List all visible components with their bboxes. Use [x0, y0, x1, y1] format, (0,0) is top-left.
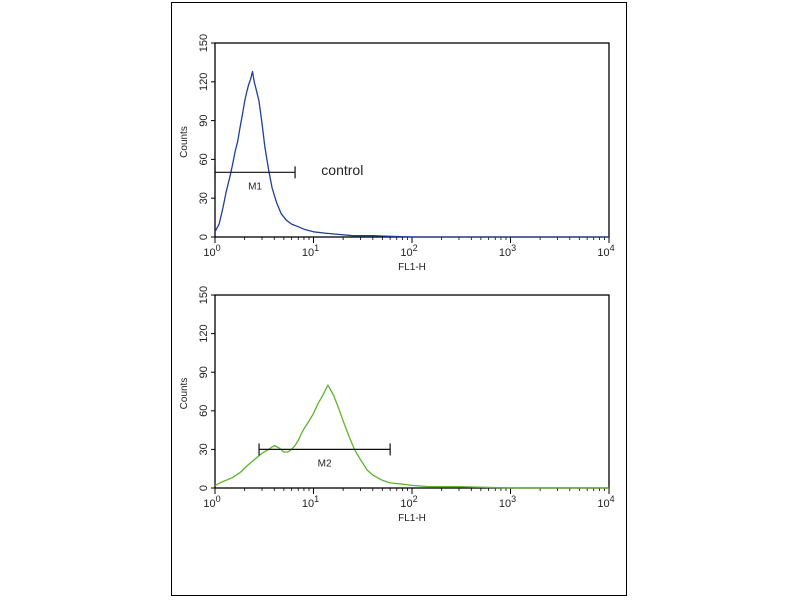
- x-tick-label: 101: [302, 243, 319, 259]
- x-tick-base: 10: [302, 498, 314, 510]
- plot-area-frame: [214, 294, 610, 489]
- x-tick-label: 103: [499, 494, 516, 510]
- plot-area-frame: [214, 42, 610, 238]
- x-tick-exponent: 1: [314, 243, 319, 253]
- x-tick-exponent: 3: [511, 243, 516, 253]
- x-tick-label: 102: [400, 243, 417, 259]
- y-tick-label: 0: [198, 485, 210, 491]
- x-tick-label: 102: [400, 494, 417, 510]
- y-tick-label: 150: [198, 34, 210, 52]
- gate-label: M2: [318, 458, 332, 469]
- control-annotation: control: [321, 162, 363, 178]
- x-tick-exponent: 2: [413, 494, 418, 504]
- x-tick-base: 10: [302, 247, 314, 259]
- x-tick-base: 10: [203, 498, 215, 510]
- y-tick-label: 30: [198, 443, 210, 455]
- x-tick-base: 10: [400, 247, 412, 259]
- y-tick-label: 0: [198, 234, 210, 240]
- y-tick-label: 90: [198, 114, 210, 126]
- histogram-series-line: [214, 384, 609, 489]
- x-tick-label: 104: [597, 243, 614, 259]
- x-tick-exponent: 0: [216, 243, 221, 253]
- y-tick-label: 90: [198, 366, 210, 378]
- y-tick-label: 150: [198, 286, 210, 304]
- histogram-series-line: [214, 70, 609, 238]
- x-tick-label: 103: [499, 243, 516, 259]
- x-tick-exponent: 3: [511, 494, 516, 504]
- y-tick-label: 30: [198, 192, 210, 204]
- y-tick-label: 120: [198, 324, 210, 342]
- x-axis-title: FL1-H: [398, 262, 426, 273]
- x-tick-exponent: 2: [413, 243, 418, 253]
- y-tick-label: 60: [198, 405, 210, 417]
- x-tick-exponent: 0: [216, 494, 221, 504]
- x-tick-exponent: 4: [610, 494, 615, 504]
- x-tick-exponent: 4: [610, 243, 615, 253]
- x-axis-title: FL1-H: [398, 513, 426, 524]
- gate-label: M1: [248, 181, 262, 192]
- x-tick-base: 10: [597, 498, 609, 510]
- x-tick-base: 10: [203, 247, 215, 259]
- x-tick-base: 10: [499, 247, 511, 259]
- x-tick-base: 10: [499, 498, 511, 510]
- y-axis-title: Counts: [179, 378, 190, 410]
- x-tick-exponent: 1: [314, 494, 319, 504]
- y-axis-title: Counts: [179, 126, 190, 158]
- x-tick-label: 100: [203, 494, 220, 510]
- x-tick-base: 10: [400, 498, 412, 510]
- figure-frame: [171, 2, 627, 596]
- x-tick-label: 104: [597, 494, 614, 510]
- y-tick-label: 120: [198, 73, 210, 91]
- x-tick-label: 101: [302, 494, 319, 510]
- x-tick-label: 100: [203, 243, 220, 259]
- y-tick-label: 60: [198, 153, 210, 165]
- x-tick-base: 10: [597, 247, 609, 259]
